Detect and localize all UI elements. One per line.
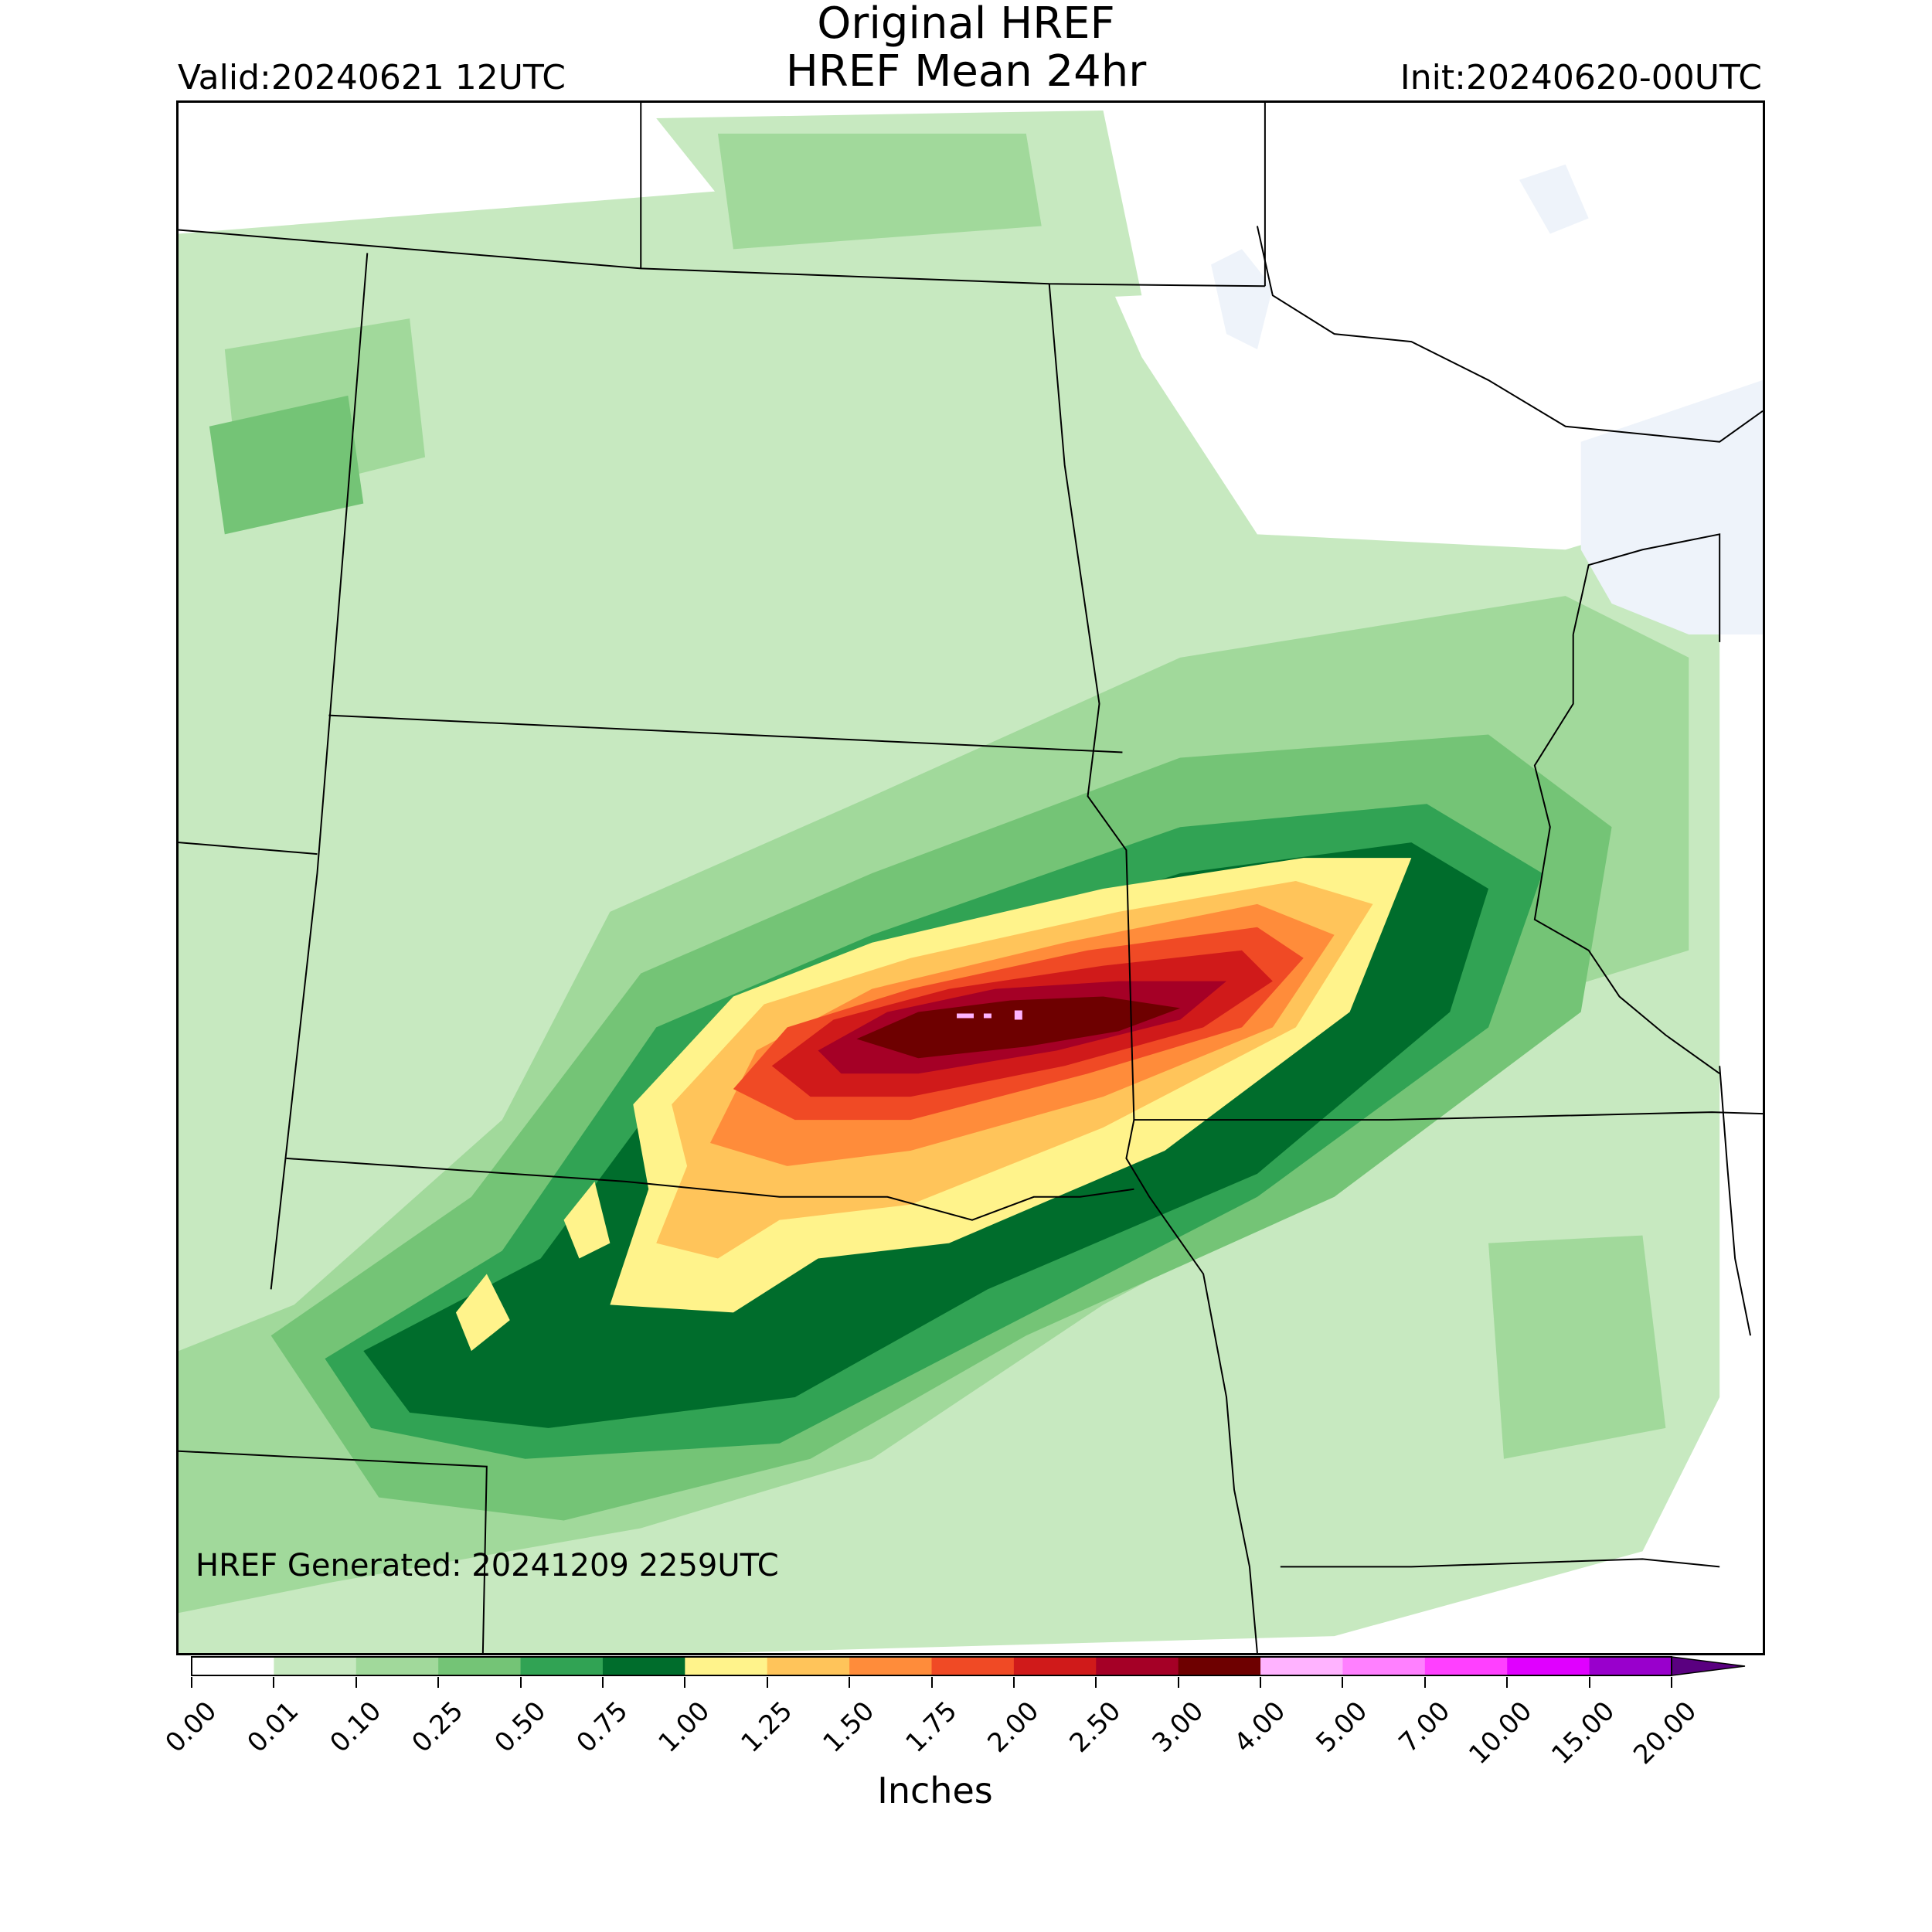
colorbar-swatches — [191, 1656, 1746, 1676]
colorbar-tickmark — [766, 1677, 768, 1688]
generated-timestamp: HREF Generated: 20241209 2259UTC — [196, 1548, 779, 1583]
colorbar-tickmark — [1588, 1677, 1590, 1688]
colorbar-tickmark — [684, 1677, 686, 1688]
colorbar-tickmark — [1095, 1677, 1097, 1688]
colorbar — [191, 1655, 1753, 1677]
colorbar-swatch — [685, 1657, 768, 1675]
valid-time-label: Valid:20240621 12UTC — [178, 58, 566, 97]
colorbar-tickmark — [191, 1677, 192, 1688]
colorbar-tick-label: 7.00 — [1393, 1696, 1457, 1759]
init-time-label: Init:20240620-00UTC — [1400, 58, 1762, 97]
title-line-2: HREF Mean 24hr — [785, 46, 1147, 97]
precipitation-map: HREF Generated: 20241209 2259UTC — [176, 100, 1765, 1655]
precip-field — [179, 103, 1763, 1653]
colorbar-swatch — [767, 1657, 850, 1675]
colorbar-tick-label: 0.00 — [159, 1696, 223, 1759]
colorbar-tickmark — [1012, 1677, 1015, 1688]
colorbar-tick-label: 3.00 — [1146, 1696, 1209, 1759]
colorbar-tickmark — [1671, 1677, 1672, 1688]
colorbar-swatch — [1260, 1657, 1343, 1675]
colorbar-tickmark — [355, 1677, 357, 1688]
colorbar-tick-label: 0.25 — [406, 1696, 470, 1759]
colorbar-tick-label: 1.75 — [899, 1696, 963, 1759]
colorbar-tickmark — [437, 1677, 440, 1688]
colorbar-tick-label: 10.00 — [1463, 1696, 1539, 1771]
colorbar-tick-label: 1.00 — [652, 1696, 716, 1759]
colorbar-tickmark — [1177, 1677, 1179, 1688]
colorbar-tick-label: 15.00 — [1545, 1696, 1621, 1771]
state-borders — [179, 103, 1763, 1653]
colorbar-tick-label: 2.00 — [981, 1696, 1046, 1759]
colorbar-swatch — [1178, 1657, 1261, 1675]
colorbar-tickmark — [273, 1677, 275, 1688]
colorbar-ticks: 0.00 0.01 0.10 0.25 0.50 0.75 1.00 1.25 1.50 1.75… — [159, 1677, 1753, 1777]
colorbar-swatch — [438, 1657, 522, 1675]
colorbar-swatch — [1342, 1657, 1426, 1675]
colorbar-swatch — [355, 1657, 439, 1675]
colorbar-tick-label: 2.50 — [1063, 1696, 1128, 1759]
colorbar-tick-label: 0.01 — [241, 1696, 305, 1759]
colorbar-swatch — [602, 1657, 685, 1675]
colorbar-tick-label: 4.00 — [1228, 1696, 1292, 1759]
colorbar-tickmark — [849, 1677, 851, 1688]
colorbar-tick-label: 20.00 — [1628, 1696, 1703, 1771]
colorbar-tickmark — [601, 1677, 604, 1688]
colorbar-swatch — [1507, 1657, 1590, 1675]
colorbar-outline — [191, 1656, 1672, 1676]
colorbar-label: Inches — [877, 1770, 993, 1811]
colorbar-swatch — [274, 1657, 357, 1675]
precip-band-400 — [957, 1010, 1022, 1020]
colorbar-tickmark — [1260, 1677, 1262, 1688]
title-line-1: Original HREF — [817, 0, 1115, 49]
colorbar-swatch — [931, 1657, 1015, 1675]
colorbar-tickmark — [1342, 1677, 1344, 1688]
colorbar-swatch — [1013, 1657, 1097, 1675]
colorbar-swatch — [1589, 1657, 1672, 1675]
lakes — [1211, 164, 1763, 634]
colorbar-tickmark — [1423, 1677, 1426, 1688]
colorbar-swatch — [1096, 1657, 1179, 1675]
colorbar-tick-label: 1.50 — [817, 1696, 881, 1759]
map-title: Original HREF HREF Mean 24hr — [0, 0, 1932, 96]
colorbar-swatch — [1424, 1657, 1508, 1675]
colorbar-tick-label: 1.25 — [735, 1696, 799, 1759]
colorbar-extend-arrow — [1671, 1656, 1746, 1676]
colorbar-tickmark — [519, 1677, 522, 1688]
colorbar-tick-label: 0.10 — [324, 1696, 388, 1759]
colorbar-swatch — [849, 1657, 932, 1675]
colorbar-tick-label: 5.00 — [1310, 1696, 1374, 1759]
colorbar-tickmark — [1506, 1677, 1509, 1688]
colorbar-swatch — [192, 1657, 274, 1675]
colorbar-swatch — [520, 1657, 604, 1675]
colorbar-tick-label: 0.50 — [488, 1696, 552, 1759]
colorbar-tickmark — [930, 1677, 933, 1688]
precip-band-300 — [856, 996, 1181, 1059]
colorbar-tick-label: 0.75 — [570, 1696, 634, 1759]
